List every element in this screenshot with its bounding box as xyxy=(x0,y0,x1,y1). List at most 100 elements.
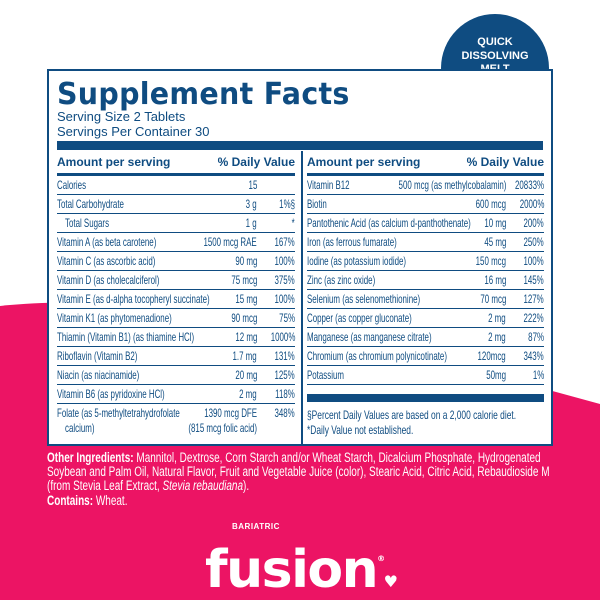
thick-divider xyxy=(57,141,543,150)
ingredients-italic: Stevia rebaudiana xyxy=(162,478,244,494)
table-row: Total Sugars 1 g * xyxy=(57,214,295,233)
nutrient-name: Calories xyxy=(57,178,87,192)
table-row: Thiamin (Vitamin B1) (as thiamine HCl) 12… xyxy=(57,328,295,347)
nutrient-name: Total Carbohydrate xyxy=(57,197,124,211)
nutrient-amount: 2 mg xyxy=(239,387,257,401)
nutrient-amount-cont: (815 mcg folic acid) xyxy=(188,421,257,435)
nutrient-amount: 15 mg xyxy=(234,292,257,306)
table-row: Iron (as ferrous fumarate) 45 mg 250% xyxy=(307,233,544,252)
daily-value: 100% xyxy=(274,254,295,268)
nutrient-name: Vitamin B12 xyxy=(307,178,350,192)
daily-value: 1%§ xyxy=(279,197,295,211)
table-row-folate: Folate (as 5-methyltetrahydrofolate calci… xyxy=(57,404,295,438)
nutrient-name: Pantothenic Acid (as calcium d-panthothe… xyxy=(307,216,471,230)
badge-line: DISSOLVING xyxy=(461,49,529,62)
nutrient-amount: 1390 mcg DFE xyxy=(204,406,257,420)
nutrient-name: Biotin xyxy=(307,197,327,211)
daily-value: 1000% xyxy=(270,330,295,344)
nutrient-name: Vitamin A (as beta carotene) xyxy=(57,235,157,249)
heart-icon: ♥ xyxy=(383,572,398,591)
dv-header: % Daily Value xyxy=(217,155,295,169)
table-row: Manganese (as manganese citrate) 2 mg 87% xyxy=(307,328,544,347)
nutrient-amount: 16 mg xyxy=(483,273,506,287)
nutrient-amount: 90 mcg xyxy=(231,311,257,325)
nutrient-amount: 12 mg xyxy=(234,330,257,344)
bariatric-fusion-logo: BARIATRIC fusion®♥ xyxy=(205,522,405,596)
nutrient-name: Vitamin B6 (as pyridoxine HCl) xyxy=(57,387,165,401)
daily-value: 1% xyxy=(532,368,544,382)
nutrient-name: Vitamin C (as ascorbic acid) xyxy=(57,254,156,268)
daily-value: 200% xyxy=(523,216,544,230)
table-row: Potassium 50mg 1% xyxy=(307,366,544,385)
nutrient-amount: 1500 mcg RAE xyxy=(203,235,257,249)
facts-title: Supplement Facts xyxy=(57,77,350,112)
left-column: Amount per serving % Daily Value Calorie… xyxy=(57,151,295,438)
nutrient-amount: 2 mg xyxy=(488,311,506,325)
table-row: Riboflavin (Vitamin B2) 1.7 mg 131% xyxy=(57,347,295,366)
registered-mark: ® xyxy=(377,554,385,563)
nutrient-name: Vitamin E (as d-alpha tocopheryl succina… xyxy=(57,292,210,306)
ingredients-label: Other Ingredients: xyxy=(47,450,134,465)
table-row: Iodine (as potassium iodide) 150 mcg 100% xyxy=(307,252,544,271)
footnote: §Percent Daily Values are based on a 2,0… xyxy=(307,408,517,422)
column-header: Amount per serving % Daily Value xyxy=(57,151,295,176)
daily-value: 100% xyxy=(274,292,295,306)
table-row: Vitamin B6 (as pyridoxine HCl) 2 mg 118% xyxy=(57,385,295,404)
daily-value: * xyxy=(291,216,295,230)
column-divider xyxy=(301,151,303,444)
daily-value: 118% xyxy=(275,387,295,401)
right-column: Amount per serving % Daily Value Vitamin… xyxy=(307,151,544,385)
daily-value: 127% xyxy=(523,292,544,306)
nutrient-name: Folate (as 5-methyltetrahydrofolate xyxy=(57,406,180,420)
thick-divider xyxy=(307,394,544,402)
nutrient-amount: 15 xyxy=(248,178,257,192)
nutrient-name: Potassium xyxy=(307,368,344,382)
ingredients-text: Mannitol, Dextrose, Corn Starch and/or W… xyxy=(47,450,550,494)
contains-label: Contains: xyxy=(47,492,94,508)
supplement-facts-panel: Supplement Facts Serving Size 2 Tablets … xyxy=(47,69,553,446)
nutrient-amount: 45 mg xyxy=(483,235,506,249)
table-row: Selenium (as selenomethionine) 70 mcg 127% xyxy=(307,290,544,309)
daily-value: 343% xyxy=(523,349,544,363)
nutrient-name: Vitamin D (as cholecalciferol) xyxy=(57,273,160,287)
nutrient-amount: 1 g xyxy=(245,216,257,230)
nutrient-amount: 90 mg xyxy=(234,254,257,268)
nutrient-amount: 600 mcg xyxy=(475,197,506,211)
table-row: Zinc (as zinc oxide) 16 mg 145% xyxy=(307,271,544,290)
daily-value: 87% xyxy=(528,330,544,344)
nutrient-amount: 20 mg xyxy=(234,368,257,382)
table-row: Pantothenic Acid (as calcium d-panthothe… xyxy=(307,214,544,233)
nutrient-amount: 70 mcg xyxy=(480,292,506,306)
nutrient-name: Total Sugars xyxy=(65,216,110,230)
table-row: Vitamin K1 (as phytomenadione) 90 mcg 75% xyxy=(57,309,295,328)
footnote: *Daily Value not established. xyxy=(307,423,414,437)
table-row: Total Carbohydrate 3 g 1%§ xyxy=(57,195,295,214)
table-row: Vitamin E (as d-alpha tocopheryl succina… xyxy=(57,290,295,309)
table-row: Vitamin C (as ascorbic acid) 90 mg 100% xyxy=(57,252,295,271)
contains-text: Wheat. xyxy=(93,492,128,508)
nutrient-amount: 150 mcg xyxy=(475,254,506,268)
nutrient-amount: 75 mcg xyxy=(231,273,257,287)
ingredients-end: ). xyxy=(243,478,250,494)
nutrient-name: Manganese (as manganese citrate) xyxy=(307,330,432,344)
daily-value: 20833% xyxy=(514,178,544,192)
nutrient-amount: 10 mg xyxy=(483,216,506,230)
daily-value: 222% xyxy=(523,311,544,325)
table-row: Vitamin A (as beta carotene) 1500 mcg RAE… xyxy=(57,233,295,252)
nutrient-amount: 120mcg xyxy=(477,349,506,363)
nutrient-amount: 50mg xyxy=(486,368,506,382)
amount-header: Amount per serving xyxy=(57,155,171,169)
nutrient-amount: 500 mcg (as methylcobalamin) xyxy=(398,178,506,192)
nutrient-amount: 3 g xyxy=(245,197,257,211)
nutrient-name-cont: calcium) xyxy=(65,421,95,435)
dv-header: % Daily Value xyxy=(466,155,544,169)
brand-name: fusion® ♥ xyxy=(205,533,398,608)
daily-value: 145% xyxy=(523,273,544,287)
daily-value: 131% xyxy=(274,349,295,363)
amount-header: Amount per serving xyxy=(307,155,421,169)
nutrient-name: Vitamin K1 (as phytomenadione) xyxy=(57,311,172,325)
nutrient-name: Iron (as ferrous fumarate) xyxy=(307,235,397,249)
table-row: Calories 15 xyxy=(57,176,295,195)
nutrient-amount: 1.7 mg xyxy=(232,349,257,363)
table-row: Niacin (as niacinamide) 20 mg 125% xyxy=(57,366,295,385)
